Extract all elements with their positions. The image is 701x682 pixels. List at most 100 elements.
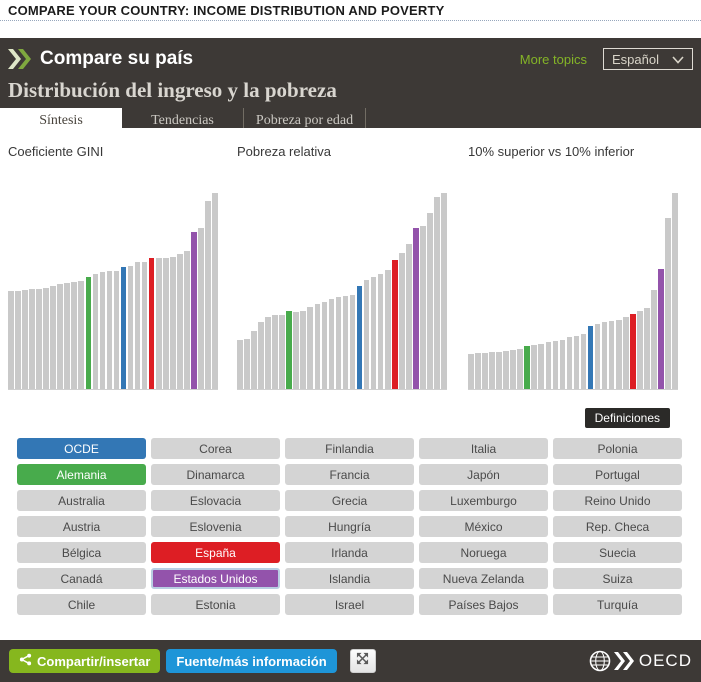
country-button-finlandia[interactable]: Finlandia	[285, 438, 414, 459]
tab-tendencias[interactable]: Tendencias	[122, 108, 244, 134]
bar	[184, 251, 190, 389]
bar	[552, 341, 559, 389]
page-title: Distribución del ingreso y la pobreza	[8, 78, 337, 102]
oecd-logo-text: OECD	[638, 651, 692, 670]
country-button-eslovacia[interactable]: Eslovacia	[151, 490, 280, 511]
bar-ocde	[356, 286, 363, 389]
source-info-label: Fuente/más información	[176, 653, 327, 669]
bar-estados-unidos	[413, 228, 419, 389]
bar-chart-10-superior-vs-10-inferior	[468, 188, 678, 390]
country-button-corea[interactable]: Corea	[151, 438, 280, 459]
share-embed-label: Compartir/insertar	[37, 653, 151, 669]
bar	[321, 302, 328, 389]
bar	[293, 312, 299, 389]
bar-chart-coeficiente-gini	[8, 188, 218, 390]
country-button-nueva-zelanda[interactable]: Nueva Zelanda	[419, 568, 548, 589]
more-topics-link[interactable]: More topics	[519, 51, 587, 67]
country-button-polonia[interactable]: Polonia	[553, 438, 682, 459]
country-button-reino-unido[interactable]: Reino Unido	[553, 490, 682, 511]
bar	[573, 336, 580, 389]
share-embed-button[interactable]: Compartir/insertar	[9, 649, 161, 673]
country-button-australia[interactable]: Australia	[17, 490, 146, 511]
country-button-ocde[interactable]: OCDE	[17, 438, 146, 459]
country-button-paises-bajos[interactable]: Países Bajos	[419, 594, 548, 615]
bar	[99, 272, 106, 389]
bar	[170, 257, 176, 389]
country-button-austria[interactable]: Austria	[17, 516, 146, 537]
bar	[57, 284, 63, 389]
country-button-rep-checa[interactable]: Rep. Checa	[553, 516, 682, 537]
country-button-belgica[interactable]: Bélgica	[17, 542, 146, 563]
country-button-eslovenia[interactable]: Eslovenia	[151, 516, 280, 537]
country-button-turquia[interactable]: Turquía	[553, 594, 682, 615]
country-button-alemania[interactable]: Alemania	[17, 464, 146, 485]
chart-title-10-superior-vs-10-inferior: 10% superior vs 10% inferior	[468, 144, 635, 159]
country-button-islandia[interactable]: Islandia	[285, 568, 414, 589]
country-button-estados-unidos[interactable]: Estados Unidos	[151, 568, 280, 589]
bar	[36, 289, 42, 389]
definitions-row: Definiciones	[0, 402, 701, 428]
bar	[265, 317, 271, 389]
oecd-logo: OECD	[589, 649, 692, 673]
bar	[399, 253, 405, 389]
country-button-noruega[interactable]: Noruega	[419, 542, 548, 563]
country-button-israel[interactable]: Israel	[285, 594, 414, 615]
language-select[interactable]: Español	[603, 48, 693, 70]
bar-espana	[392, 260, 398, 389]
country-button-suiza[interactable]: Suiza	[553, 568, 682, 589]
country-button-chile[interactable]: Chile	[17, 594, 146, 615]
charts-area: Coeficiente GINI Pobreza relativa 10% supe…	[0, 128, 701, 402]
country-button-mexico[interactable]: México	[419, 516, 548, 537]
country-button-irlanda[interactable]: Irlanda	[285, 542, 414, 563]
bar	[141, 262, 148, 389]
bar	[328, 299, 335, 389]
fullscreen-button[interactable]	[349, 649, 376, 673]
bar	[22, 290, 28, 389]
definitions-button[interactable]: Definiciones	[584, 408, 670, 428]
country-button-portugal[interactable]: Portugal	[553, 464, 682, 485]
tab-bar: Síntesis Tendencias Pobreza por edad	[0, 108, 701, 134]
bar	[363, 280, 370, 389]
country-button-suecia[interactable]: Suecia	[553, 542, 682, 563]
bar	[71, 282, 77, 389]
bar	[601, 322, 608, 389]
country-button-canada[interactable]: Canadá	[17, 568, 146, 589]
bar	[244, 339, 250, 389]
bar-alemania	[286, 311, 292, 389]
country-button-grecia[interactable]: Grecia	[285, 490, 414, 511]
expand-arrows-icon	[356, 652, 369, 670]
bar	[43, 288, 49, 389]
bar	[475, 353, 481, 389]
globe-chevrons-icon	[589, 650, 634, 672]
bar	[637, 311, 643, 389]
bar	[665, 218, 671, 389]
country-button-espana[interactable]: España	[151, 542, 280, 563]
bar	[29, 289, 35, 389]
source-info-button[interactable]: Fuente/más información	[166, 649, 337, 673]
country-button-luxemburgo[interactable]: Luxemburgo	[419, 490, 548, 511]
country-button-dinamarca[interactable]: Dinamarca	[151, 464, 280, 485]
bar	[15, 291, 21, 389]
bar	[106, 271, 113, 389]
bar	[300, 311, 306, 389]
bar	[78, 281, 85, 389]
bar	[406, 244, 412, 389]
bar	[314, 304, 321, 389]
country-button-estonia[interactable]: Estonia	[151, 594, 280, 615]
bar	[377, 274, 384, 389]
bar	[307, 307, 314, 389]
country-button-japon[interactable]: Japón	[419, 464, 548, 485]
tab-pobreza-por-edad[interactable]: Pobreza por edad	[244, 108, 366, 134]
bar	[510, 350, 516, 389]
bar-espana	[148, 258, 155, 389]
country-button-italia[interactable]: Italia	[419, 438, 548, 459]
bar	[272, 315, 278, 389]
bar	[580, 334, 587, 389]
country-button-hungria[interactable]: Hungría	[285, 516, 414, 537]
bar-estados-unidos	[658, 269, 664, 389]
bar	[559, 340, 566, 389]
language-select-value: Español	[612, 51, 659, 67]
bar	[672, 193, 678, 389]
bar	[651, 290, 657, 389]
country-button-francia[interactable]: Francia	[285, 464, 414, 485]
